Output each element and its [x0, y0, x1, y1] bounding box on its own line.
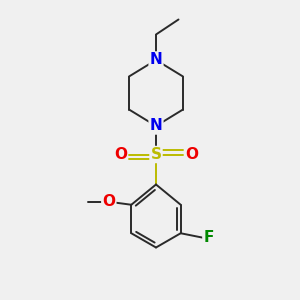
Text: O: O: [102, 194, 115, 209]
Text: O: O: [185, 147, 198, 162]
Text: F: F: [203, 230, 214, 245]
Text: N: N: [150, 52, 162, 68]
Text: S: S: [151, 147, 161, 162]
Text: N: N: [150, 118, 162, 134]
Text: O: O: [114, 147, 127, 162]
